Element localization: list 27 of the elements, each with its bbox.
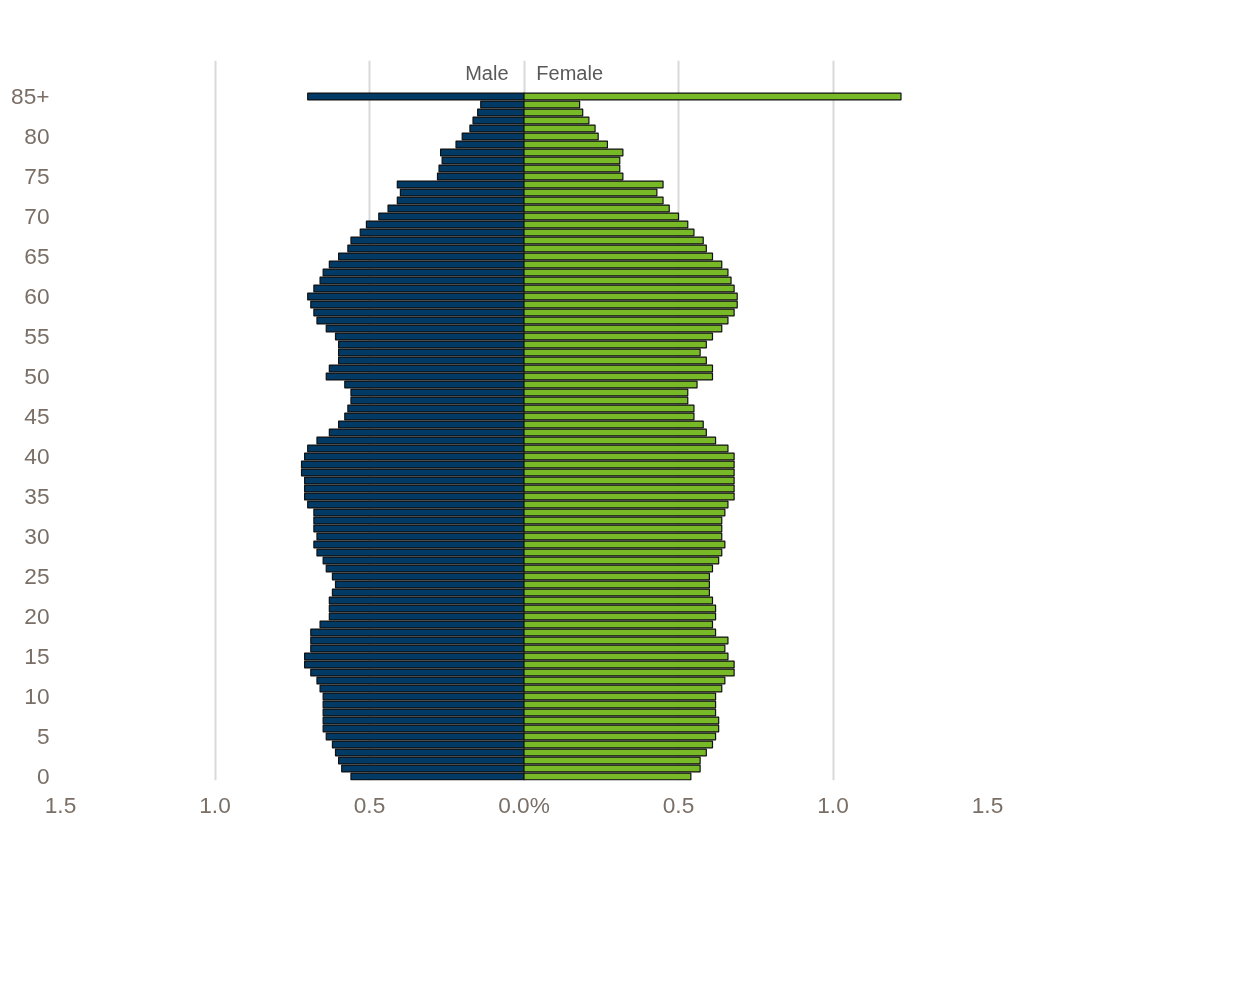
y-tick-label: 40 — [24, 443, 50, 469]
x-tick-label: 1.5 — [971, 791, 1004, 818]
y-tick-label: 60 — [24, 283, 50, 309]
y-tick-label: 50 — [24, 363, 50, 389]
y-tick-label: 35 — [24, 483, 50, 509]
series-label: Female — [536, 61, 604, 84]
y-tick-label: 15 — [24, 643, 50, 669]
y-tick-label: 80 — [24, 123, 50, 149]
x-tick-label: 1.0 — [199, 791, 231, 818]
y-tick-label: 65 — [24, 243, 50, 269]
y-tick-label: 75 — [24, 163, 50, 189]
y-tick-label: 70 — [24, 203, 50, 229]
y-tick-label: 10 — [24, 683, 50, 709]
x-tick-label: 1.5 — [44, 791, 77, 818]
y-tick-label: 30 — [24, 523, 50, 549]
series-label: Male — [465, 61, 509, 84]
y-tick-label: 0 — [36, 763, 50, 789]
x-tick-label: 0.0% — [498, 791, 550, 818]
x-tick-label: 0.5 — [353, 791, 386, 818]
x-tick-label: 1.0 — [817, 791, 849, 818]
y-tick-label: 45 — [24, 403, 50, 429]
x-tick-label: 0.5 — [662, 791, 695, 818]
y-tick-label: 5 — [36, 723, 50, 749]
y-tick-label: 55 — [24, 323, 50, 349]
y-tick-label: 85+ — [11, 83, 50, 109]
y-tick-label: 20 — [24, 603, 50, 629]
y-tick-label: 25 — [24, 563, 50, 589]
